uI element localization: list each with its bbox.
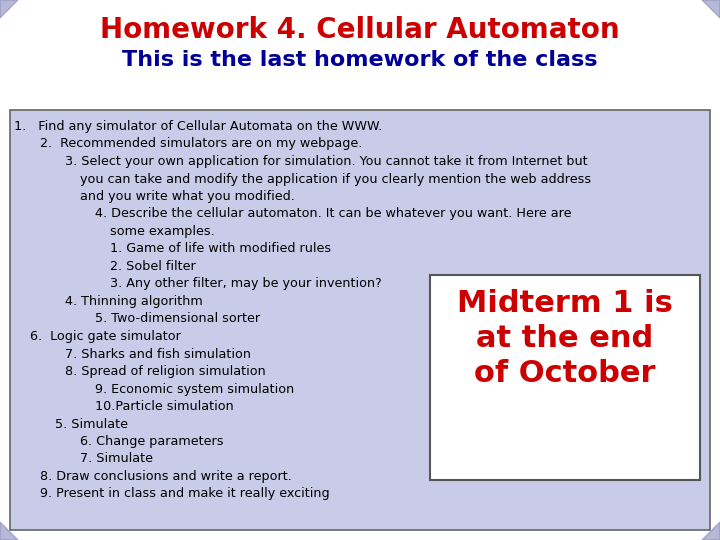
Text: and you write what you modified.: and you write what you modified. [80, 190, 295, 203]
Polygon shape [0, 522, 18, 540]
Text: you can take and modify the application if you clearly mention the web address: you can take and modify the application … [80, 172, 591, 186]
Polygon shape [702, 522, 720, 540]
Text: 6.  Logic gate simulator: 6. Logic gate simulator [30, 330, 181, 343]
Text: 7. Simulate: 7. Simulate [80, 453, 153, 465]
Text: Midterm 1 is: Midterm 1 is [457, 288, 673, 318]
Text: 8. Spread of religion simulation: 8. Spread of religion simulation [65, 365, 266, 378]
Text: 9. Economic system simulation: 9. Economic system simulation [95, 382, 294, 395]
Text: 6. Change parameters: 6. Change parameters [80, 435, 223, 448]
Text: 10.Particle simulation: 10.Particle simulation [95, 400, 234, 413]
FancyBboxPatch shape [10, 110, 710, 530]
Text: 9. Present in class and make it really exciting: 9. Present in class and make it really e… [40, 488, 330, 501]
Text: 1. Game of life with modified rules: 1. Game of life with modified rules [110, 242, 331, 255]
Text: 8. Draw conclusions and write a report.: 8. Draw conclusions and write a report. [40, 470, 292, 483]
Text: 1.   Find any simulator of Cellular Automata on the WWW.: 1. Find any simulator of Cellular Automa… [14, 120, 382, 133]
Text: 7. Sharks and fish simulation: 7. Sharks and fish simulation [65, 348, 251, 361]
Text: 2. Sobel filter: 2. Sobel filter [110, 260, 196, 273]
Text: at the end: at the end [477, 323, 654, 353]
Polygon shape [0, 0, 18, 18]
Text: Homework 4. Cellular Automaton: Homework 4. Cellular Automaton [100, 16, 620, 44]
Text: 4. Thinning algorithm: 4. Thinning algorithm [65, 295, 203, 308]
Polygon shape [702, 0, 720, 18]
Text: 3. Select your own application for simulation. You cannot take it from Internet : 3. Select your own application for simul… [65, 155, 588, 168]
Text: 5. Two-dimensional sorter: 5. Two-dimensional sorter [95, 313, 260, 326]
Text: 2.  Recommended simulators are on my webpage.: 2. Recommended simulators are on my webp… [40, 138, 362, 151]
Text: 3. Any other filter, may be your invention?: 3. Any other filter, may be your inventi… [110, 278, 382, 291]
Text: This is the last homework of the class: This is the last homework of the class [122, 50, 598, 70]
FancyBboxPatch shape [430, 275, 700, 480]
Text: of October: of October [474, 359, 656, 388]
Text: some examples.: some examples. [110, 225, 215, 238]
Text: 5. Simulate: 5. Simulate [55, 417, 128, 430]
Text: 4. Describe the cellular automaton. It can be whatever you want. Here are: 4. Describe the cellular automaton. It c… [95, 207, 572, 220]
